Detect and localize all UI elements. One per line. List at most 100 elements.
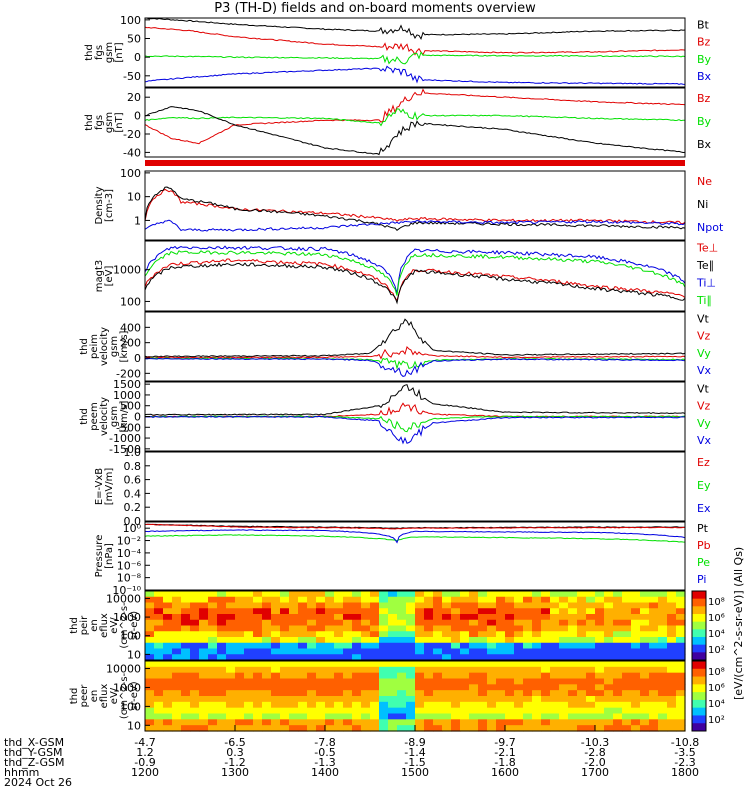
spectrogram-cell [604, 631, 614, 638]
legend-Ni: Ni [697, 198, 708, 211]
spectrogram-cell [505, 637, 515, 644]
spectrogram-cell [208, 654, 218, 661]
spectrogram-cell [640, 707, 650, 715]
spectrogram-cell [307, 614, 317, 621]
x-row-value: -1.5 [404, 756, 425, 769]
spectrogram-cell [424, 625, 434, 632]
spectrogram-cell [550, 642, 560, 650]
y-tick-label: 10⁻⁴ [117, 547, 142, 560]
spectrogram-cell [640, 672, 650, 680]
spectrogram-cell [415, 625, 425, 632]
spectrogram-cell [559, 719, 569, 726]
spectrogram-cell [649, 614, 659, 621]
spectrogram-cell [568, 666, 578, 674]
spectrogram-cell [217, 661, 227, 668]
spectrogram-cell [190, 608, 200, 615]
spectrogram-cell [658, 707, 668, 715]
spectrogram-cell [145, 591, 155, 598]
y-tick-label: -1500 [109, 443, 141, 456]
date-label: 2024 Oct 26 [4, 776, 73, 789]
y-tick-label: 0 [134, 110, 141, 123]
spectrogram-cell [190, 678, 200, 685]
spectrogram-cell [478, 637, 488, 644]
spectrogram-cell [370, 701, 380, 709]
spectrogram-cell [226, 614, 236, 621]
spectrogram-cell [181, 625, 191, 632]
spectrogram-cell [496, 654, 506, 661]
spectrogram-cell [172, 591, 182, 598]
spectrogram-cell [487, 602, 497, 609]
spectrogram-cell [280, 642, 290, 650]
spectrogram-cell [145, 725, 155, 732]
spectrogram-cell [496, 696, 506, 703]
spectrogram-cell [478, 719, 488, 726]
spectrogram-cell [235, 591, 245, 598]
spectrogram-cell [595, 696, 605, 703]
spectrogram-cell [415, 642, 425, 650]
spectrogram-cell [244, 596, 254, 604]
spectrogram-cell [280, 696, 290, 703]
spectrogram-cell [397, 666, 407, 674]
y-tick-label: 1000 [113, 264, 141, 277]
spectrogram-cell [316, 690, 326, 697]
spectrogram-cell [307, 719, 317, 726]
colorbar-segment [692, 652, 706, 661]
spectrogram-cell [460, 661, 470, 668]
y-tick-label: 100 [120, 167, 141, 180]
spectrogram-cell [532, 619, 542, 627]
spectrogram-cell [586, 654, 596, 661]
y-tick-label: 0.8 [124, 460, 142, 473]
spectrogram-cell [307, 648, 317, 655]
spectrogram-cell [604, 678, 614, 685]
spectrogram-cell [550, 625, 560, 632]
spectrogram-cell [523, 654, 533, 661]
spectrogram-cell [487, 654, 497, 661]
spectrogram-cell [235, 707, 245, 715]
spectrogram-cell [631, 678, 641, 685]
spectrogram-cell [361, 725, 371, 732]
spectrogram-cell [577, 608, 587, 615]
spectrogram-cell [523, 701, 533, 709]
spectrogram-cell [217, 642, 227, 650]
spectrogram-cell [397, 719, 407, 726]
spectrogram-cell [424, 642, 434, 650]
spectrogram-cell [433, 637, 443, 644]
spectrogram-cell [613, 690, 623, 697]
legend-Pi: Pi [697, 573, 706, 586]
spectrogram-cell [181, 672, 191, 680]
y-tick-label: 0.6 [124, 474, 142, 487]
spectrogram-cell [199, 596, 209, 604]
spectrogram-cell [235, 719, 245, 726]
spectrogram-cell [298, 701, 308, 709]
spectrogram-cell [271, 678, 281, 685]
spectrogram-cell [199, 713, 209, 720]
spectrogram-cell [199, 608, 209, 615]
spectrogram-cell [541, 608, 551, 615]
spectrogram-cell [514, 642, 524, 650]
spectrogram-cell [649, 596, 659, 604]
spectrogram-cell [226, 684, 236, 691]
spectrogram-cell [478, 707, 488, 715]
spectrogram-cell [550, 619, 560, 627]
spectrogram-cell [640, 654, 650, 661]
spectrogram-cell [316, 678, 326, 685]
spectrogram-cell [145, 637, 155, 644]
spectrogram-cell [469, 666, 479, 674]
spectrogram-cell [271, 696, 281, 703]
legend-Ey: Ey [697, 479, 711, 492]
spectrogram-cell [244, 696, 254, 703]
spectrogram-cell [388, 713, 398, 720]
spectrogram-cell [280, 678, 290, 685]
colorbar-segment [692, 606, 706, 615]
y-axis-label-line: gsm [104, 112, 115, 133]
colorbar-segment [692, 707, 706, 716]
spectrogram-cell [613, 666, 623, 674]
spectrogram-cell [181, 654, 191, 661]
spectrogram-cell [559, 619, 569, 627]
spectrogram-cell [523, 725, 533, 732]
spectrogram-cell [163, 596, 173, 604]
spectrogram-cell [316, 596, 326, 604]
spectrogram-cell [505, 625, 515, 632]
spectrogram-cell [154, 625, 164, 632]
